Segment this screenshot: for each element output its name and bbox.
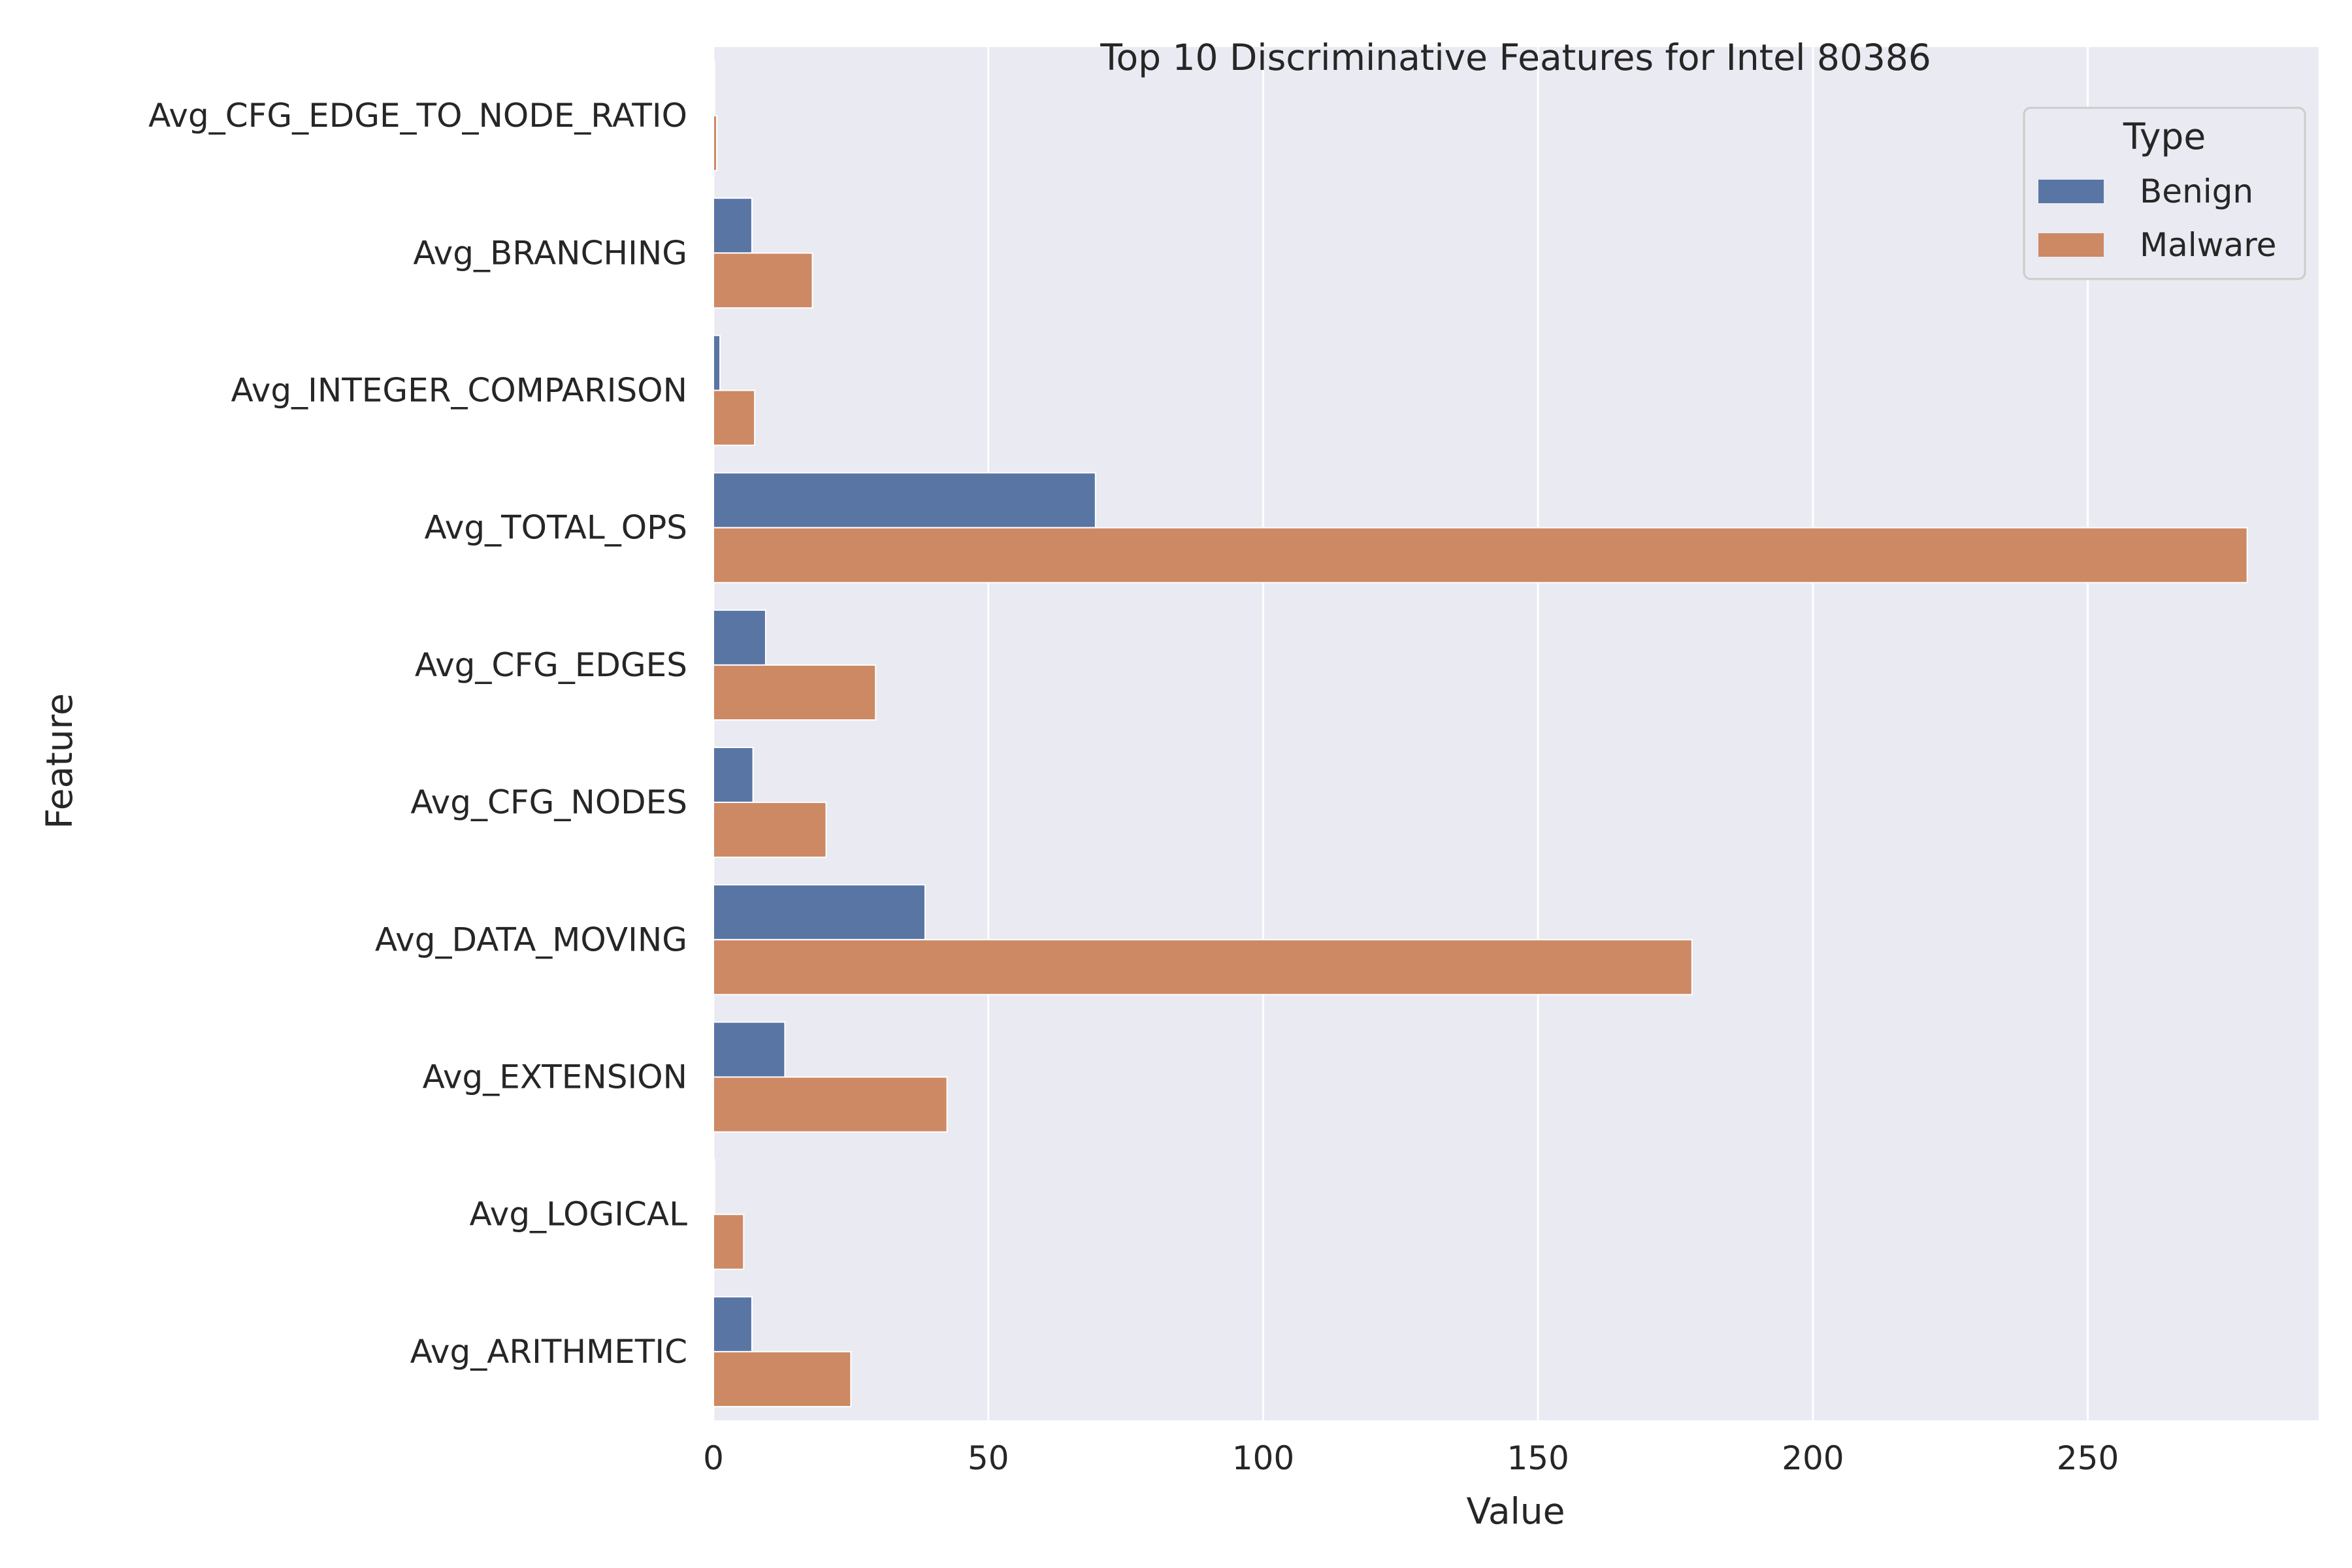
- bar-benign-avg-integer-comparison: [713, 335, 721, 391]
- x-tick-labels: 0 50 100 150 200 250: [703, 1439, 2119, 1477]
- bar-malware-avg-branching: [713, 252, 813, 309]
- legend-label-benign: Benign: [2140, 172, 2253, 210]
- x-tick-label: 200: [1782, 1439, 1844, 1477]
- bar-benign-avg-total-ops: [713, 472, 1096, 529]
- bar-benign-avg-cfg-edges: [713, 609, 766, 666]
- bar-benign-avg-logical: [713, 1158, 715, 1215]
- bar-malware-avg-extension: [713, 1076, 948, 1133]
- legend-swatch-benign: [2038, 180, 2104, 203]
- x-tick-label: 150: [1507, 1439, 1569, 1477]
- legend-label-malware: Malware: [2140, 226, 2276, 264]
- y-tick-label: Avg_CFG_EDGES: [415, 646, 687, 684]
- bar-malware-avg-cfg-edge-to-node-ratio: [713, 115, 718, 172]
- y-tick-label: Avg_DATA_MOVING: [375, 921, 687, 958]
- bar-malware-avg-total-ops: [713, 527, 2248, 583]
- y-tick-label: Avg_CFG_NODES: [410, 783, 687, 821]
- legend: Type Benign Malware: [2023, 106, 2306, 280]
- bar-benign-avg-arithmetic: [713, 1296, 753, 1352]
- bar-benign-avg-extension: [713, 1021, 786, 1078]
- bar-malware-avg-integer-comparison: [713, 389, 756, 446]
- x-axis-label: Value: [1466, 1490, 1565, 1532]
- y-tick-label: Avg_BRANCHING: [413, 234, 687, 272]
- chart-title: Top 10 Discriminative Features for Intel…: [1100, 37, 1931, 78]
- bar-malware-avg-logical: [713, 1213, 745, 1270]
- legend-title: Type: [2123, 116, 2206, 157]
- x-tick-label: 100: [1232, 1439, 1294, 1477]
- bar-malware-avg-data-moving: [713, 939, 1693, 996]
- y-tick-label: Avg_CFG_EDGE_TO_NODE_RATIO: [148, 97, 687, 135]
- bar-benign-avg-data-moving: [713, 884, 926, 941]
- bar-benign-avg-branching: [713, 197, 753, 254]
- y-tick-label: Avg_EXTENSION: [423, 1058, 687, 1096]
- y-tick-label: Avg_TOTAL_OPS: [425, 509, 687, 547]
- bar-malware-avg-cfg-edges: [713, 664, 877, 721]
- bar-benign-avg-cfg-nodes: [713, 747, 754, 804]
- x-tick-label: 0: [703, 1439, 724, 1477]
- bar-benign-avg-cfg-edge-to-node-ratio: [713, 60, 715, 117]
- y-tick-label: Avg_ARITHMETIC: [410, 1333, 687, 1371]
- y-tick-label: Avg_LOGICAL: [470, 1196, 688, 1233]
- x-tick-label: 50: [968, 1439, 1009, 1477]
- legend-swatch-malware: [2038, 233, 2104, 257]
- bar-malware-avg-cfg-nodes: [713, 802, 827, 858]
- x-tick-label: 250: [2057, 1439, 2119, 1477]
- y-tick-labels: Avg_CFG_EDGE_TO_NODE_RATIO Avg_BRANCHING A…: [148, 97, 687, 1371]
- y-axis-label: Feature: [39, 693, 80, 829]
- bar-malware-avg-arithmetic: [713, 1350, 852, 1407]
- bars: [713, 60, 2248, 1407]
- y-tick-label: Avg_INTEGER_COMPARISON: [231, 372, 687, 410]
